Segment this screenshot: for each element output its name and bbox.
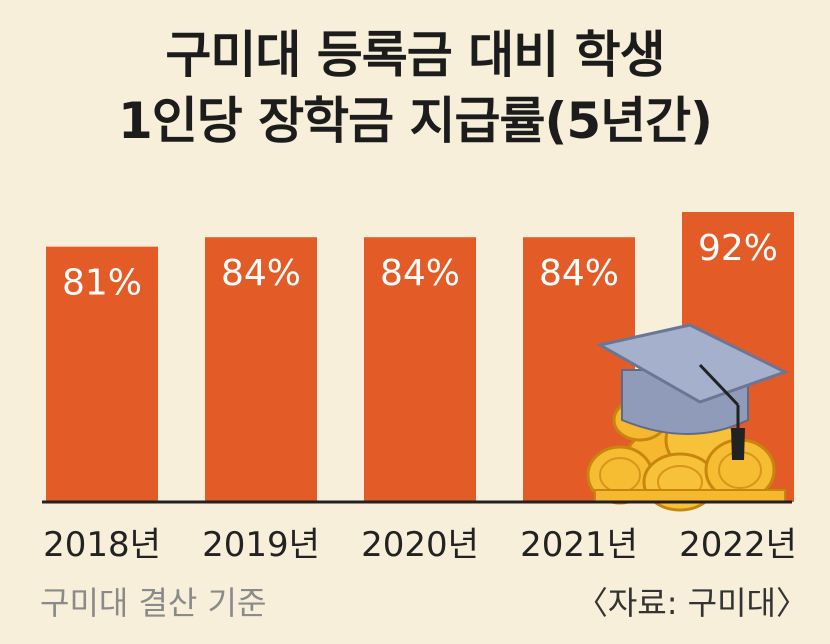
graduation-cap-and-coins-icon bbox=[586, 323, 789, 512]
bar-value-label: 81% bbox=[62, 263, 142, 304]
x-tick-label: 2018년 bbox=[43, 525, 161, 565]
chart-title: 구미대 등록금 대비 학생 1인당 장학금 지급률(5년간) bbox=[0, 22, 830, 154]
x-tick-label: 2021년 bbox=[520, 525, 638, 565]
x-tick-label: 2022년 bbox=[679, 525, 797, 565]
bar-value-label: 84% bbox=[380, 253, 460, 294]
bar-2020년 bbox=[364, 237, 476, 502]
bar-value-label: 84% bbox=[221, 253, 301, 294]
bar-value-label: 84% bbox=[539, 253, 619, 294]
x-tick-labels: 2018년 2019년 2020년 2021년 2022년 bbox=[43, 525, 797, 565]
footnote-basis: 구미대 결산 기준 bbox=[40, 584, 267, 622]
bar-2018년 bbox=[46, 246, 158, 502]
footnote-source: 〈자료: 구미대〉 bbox=[575, 584, 808, 622]
title-line-2: 1인당 장학금 지급률(5년간) bbox=[117, 92, 713, 150]
bar-value-label: 92% bbox=[698, 228, 778, 269]
bar-2019년 bbox=[205, 237, 317, 502]
x-tick-label: 2019년 bbox=[202, 525, 320, 565]
x-tick-label: 2020년 bbox=[361, 525, 479, 565]
title-line-1: 구미대 등록금 대비 학생 bbox=[165, 26, 665, 84]
